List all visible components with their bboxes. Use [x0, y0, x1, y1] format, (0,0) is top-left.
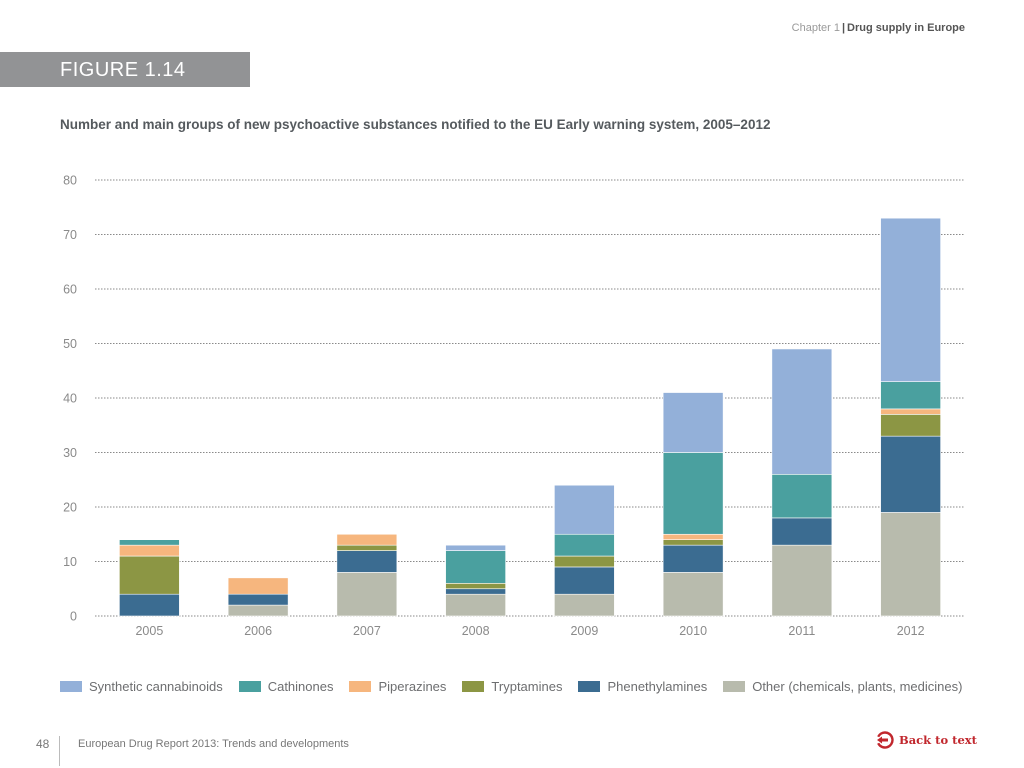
legend-item: Phenethylamines: [578, 679, 707, 694]
y-tick-label: 30: [63, 446, 77, 460]
bar-segment-tryptamines: [119, 555, 180, 595]
bar-segment-piperazines: [119, 544, 180, 557]
bar-segment-cathinones: [554, 533, 615, 557]
legend-label: Synthetic cannabinoids: [89, 679, 223, 694]
x-tick-label: 2007: [353, 624, 381, 638]
bar-stack-2006: [227, 577, 289, 617]
x-tick-label: 2009: [570, 624, 598, 638]
back-to-text-link[interactable]: Back to text: [876, 731, 977, 749]
bar-segment-phenethylamines: [445, 588, 506, 595]
figure-banner: FIGURE 1.14: [0, 52, 250, 87]
y-tick-label: 70: [63, 228, 77, 242]
section-label: Drug supply in Europe: [847, 22, 965, 34]
y-axis-ticks: 0 10 20 30 40 50 60 70 80: [63, 174, 77, 624]
legend-swatch: [462, 681, 485, 692]
bar-segment-piperazines: [336, 533, 398, 546]
chart-legend: Synthetic cannabinoids Cathinones Piperazi…: [60, 679, 978, 694]
back-arrow-circle-icon: [877, 731, 894, 749]
bar-stack-2012: [880, 217, 941, 617]
bar-segment-other: [662, 572, 724, 617]
x-tick-label: 2006: [244, 624, 272, 638]
legend-swatch: [578, 681, 601, 692]
footer-divider: [59, 736, 60, 766]
bar-stack-2005: [119, 539, 180, 617]
page-number: 48: [36, 737, 50, 751]
bar-segment-synthetic: [445, 544, 506, 551]
chart-title: Number and main groups of new psychoacti…: [60, 117, 771, 132]
bar-segment-cathinones: [880, 381, 941, 410]
bar-segment-synthetic: [880, 217, 941, 382]
y-tick-label: 0: [70, 610, 77, 624]
bar-segment-phenethylamines: [227, 593, 289, 606]
legend-swatch: [723, 681, 746, 692]
bar-stack-2009: [554, 484, 615, 617]
y-tick-label: 10: [63, 555, 77, 569]
y-tick-label: 40: [63, 392, 77, 406]
y-tick-label: 20: [63, 501, 77, 515]
bar-segment-tryptamines: [445, 582, 506, 590]
legend-item: Tryptamines: [462, 679, 562, 694]
legend-swatch: [60, 681, 82, 692]
bar-segment-other: [554, 593, 615, 617]
legend-label: Piperazines: [378, 679, 447, 694]
bars: [119, 217, 941, 617]
legend-label: Phenethylamines: [607, 679, 708, 694]
bar-stack-2007: [336, 533, 398, 617]
y-tick-label: 50: [63, 337, 77, 351]
bar-segment-cathinones: [662, 452, 724, 535]
bar-segment-phenethylamines: [771, 517, 833, 546]
x-tick-label: 2010: [679, 624, 707, 638]
bar-segment-cathinones: [445, 550, 506, 584]
bar-segment-synthetic: [771, 348, 833, 475]
chapter-breadcrumb: Chapter 1 | Drug supply in Europe: [792, 22, 965, 34]
legend-swatch: [238, 681, 261, 692]
x-axis-ticks: 2005 2006 2007 2008 2009 2010 2011 2012: [135, 624, 924, 638]
bar-segment-cathinones: [119, 539, 180, 546]
bar-stack-2010: [662, 392, 724, 617]
breadcrumb-separator: |: [841, 22, 846, 34]
y-tick-label: 80: [63, 174, 77, 188]
bar-segment-other: [336, 572, 398, 617]
bar-segment-phenethylamines: [336, 550, 398, 573]
chapter-label: Chapter 1: [791, 22, 840, 34]
bar-segment-piperazines: [662, 533, 724, 540]
publication-title: European Drug Report 2013: Trends and de…: [78, 738, 349, 750]
figure-label: FIGURE 1.14: [60, 59, 186, 81]
x-tick-label: 2011: [788, 624, 815, 638]
bar-segment-phenethylamines: [880, 435, 941, 513]
legend-item: Synthetic cannabinoids: [60, 679, 223, 694]
gridlines: [95, 179, 965, 617]
x-tick-label: 2008: [462, 624, 490, 638]
bar-segment-other: [880, 512, 941, 617]
bar-segment-phenethylamines: [662, 544, 724, 573]
legend-label: Tryptamines: [491, 679, 563, 694]
bar-segment-other: [445, 593, 506, 617]
bar-segment-tryptamines: [554, 555, 615, 568]
bar-segment-tryptamines: [880, 414, 941, 437]
legend-item: Other (chemicals, plants, medicines): [723, 679, 962, 694]
x-tick-label: 2012: [897, 624, 925, 638]
legend-label: Other (chemicals, plants, medicines): [752, 679, 963, 694]
bar-segment-tryptamines: [662, 539, 724, 546]
bar-segment-phenethylamines: [554, 566, 615, 595]
bar-segment-other: [227, 604, 289, 617]
bar-segment-other: [771, 544, 833, 617]
bar-segment-piperazines: [880, 408, 941, 415]
bar-segment-synthetic: [662, 392, 724, 453]
legend-swatch: [349, 681, 372, 692]
x-tick-label: 2005: [135, 624, 163, 638]
bar-segment-cathinones: [771, 473, 833, 519]
back-to-text-label: Back to text: [899, 733, 977, 747]
bar-segment-phenethylamines: [119, 593, 180, 617]
legend-item: Piperazines: [349, 679, 446, 694]
bar-stack-2011: [771, 348, 833, 617]
bar-segment-piperazines: [227, 577, 289, 595]
bar-segment-tryptamines: [336, 544, 398, 551]
bar-stack-2008: [445, 544, 506, 617]
y-tick-label: 60: [63, 283, 77, 297]
legend-label: Cathinones: [267, 679, 334, 694]
legend-item: Cathinones: [238, 679, 334, 694]
bar-segment-synthetic: [554, 484, 615, 535]
